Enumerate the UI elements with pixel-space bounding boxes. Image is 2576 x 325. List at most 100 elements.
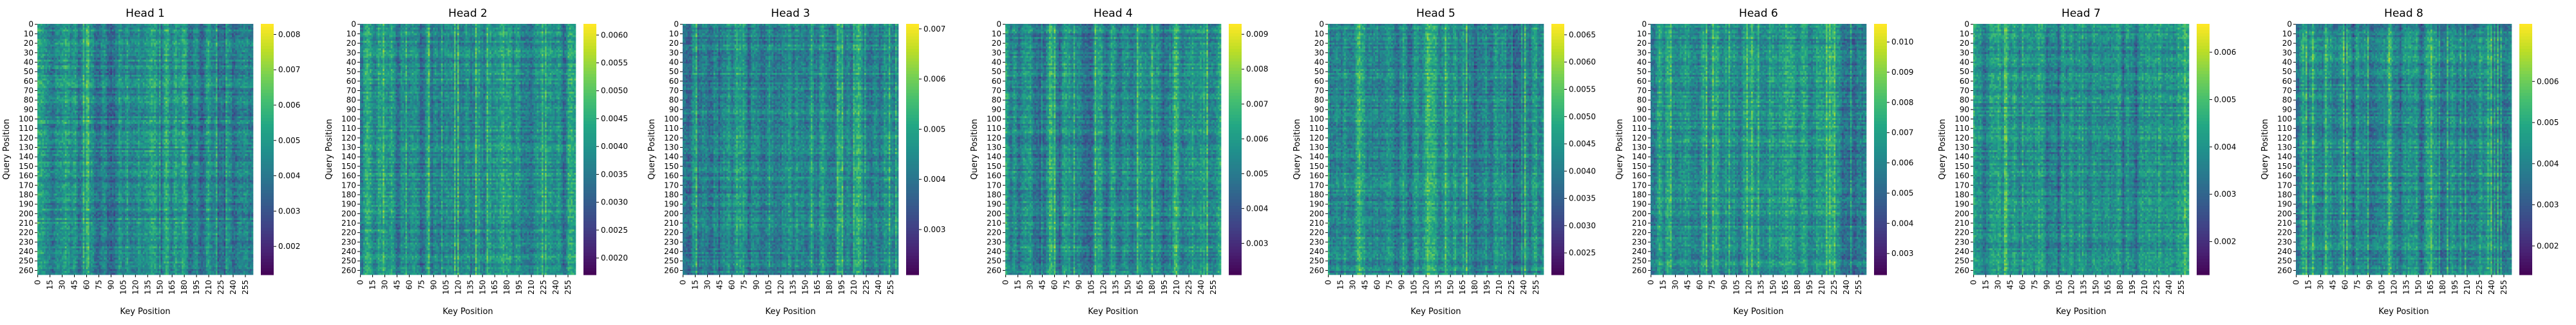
heatmap-cell	[164, 37, 166, 39]
heatmap-cell	[50, 35, 52, 37]
heatmap-cell	[243, 34, 245, 35]
heatmap-cell	[193, 35, 195, 37]
heatmap-cell	[167, 37, 169, 39]
heatmap-cell	[84, 26, 86, 28]
heatmap-cell	[194, 35, 196, 37]
heatmap-cell	[49, 35, 51, 37]
heatmap-cell	[115, 28, 117, 30]
heatmap-cell	[245, 34, 247, 35]
heatmap-cell	[204, 28, 206, 30]
heatmap-cell	[222, 34, 224, 35]
heatmap-cell	[57, 32, 59, 34]
heatmap-cell	[166, 32, 167, 34]
heatmap-cell	[154, 30, 156, 32]
heatmap-cell	[214, 30, 216, 32]
heatmap-cell	[207, 37, 209, 39]
heatmap-cell	[110, 30, 112, 32]
heatmap-cell	[37, 32, 39, 34]
heatmap-cell	[174, 32, 176, 34]
heatmap-cell	[117, 32, 118, 34]
heatmap-cell	[122, 32, 124, 34]
heatmap-cell	[94, 39, 96, 41]
heatmap-cell	[130, 37, 132, 39]
heatmap-cell	[160, 32, 162, 34]
heatmap-cell	[137, 34, 138, 35]
heatmap-cell	[207, 30, 209, 32]
heatmap-cell	[149, 39, 151, 41]
heatmap-cell	[99, 37, 101, 39]
heatmap-cell	[166, 26, 167, 28]
heatmap-cell	[172, 30, 174, 32]
heatmap-cell	[138, 28, 140, 30]
heatmap-cell	[175, 28, 177, 30]
heatmap-cell	[118, 30, 120, 32]
heatmap-cell	[84, 37, 86, 39]
heatmap-cell	[238, 35, 240, 37]
heatmap-cell	[184, 32, 185, 34]
heatmap-cell	[194, 32, 196, 34]
heatmap-cell	[225, 32, 227, 34]
heatmap-cell	[144, 30, 146, 32]
heatmap-cell	[190, 32, 192, 34]
heatmap-cell	[104, 35, 106, 37]
heatmap-cell	[68, 34, 70, 35]
heatmap-cell	[218, 30, 220, 32]
heatmap-cell	[243, 30, 245, 32]
heatmap-cell	[147, 30, 149, 32]
heatmap-cell	[157, 28, 159, 30]
heatmap-cell	[143, 32, 145, 34]
heatmap-cell	[93, 28, 95, 30]
heatmap-cell	[185, 39, 187, 41]
heatmap-cell	[248, 34, 250, 35]
heatmap-cell	[218, 24, 220, 26]
heatmap-cell	[156, 32, 158, 34]
heatmap-cell	[131, 24, 133, 26]
heatmap-cell	[225, 39, 227, 41]
heatmap-cell	[75, 32, 77, 34]
heatmap-cell	[206, 24, 208, 26]
heatmap-cell	[185, 34, 187, 35]
heatmap-cell	[250, 24, 252, 26]
heatmap-cell	[59, 39, 61, 41]
heatmap-cell	[97, 35, 99, 37]
heatmap-cell	[70, 37, 71, 39]
heatmap-cell	[222, 35, 224, 37]
heatmap-cell	[169, 30, 171, 32]
heatmap-cell	[151, 35, 153, 37]
heatmap-cell	[62, 24, 64, 26]
heatmap-cell	[135, 35, 137, 37]
heatmap-cell	[93, 39, 95, 41]
heatmap-cell	[216, 32, 218, 34]
heatmap-cell	[171, 24, 173, 26]
heatmap-cell	[143, 39, 145, 41]
heatmap-cell	[225, 35, 227, 37]
heatmap-cell	[164, 32, 166, 34]
heatmap-cell	[102, 32, 104, 34]
heatmap-cell	[207, 24, 209, 26]
heatmap-cell	[115, 34, 117, 35]
heatmap-cell	[214, 28, 216, 30]
heatmap-cell	[110, 28, 112, 30]
heatmap-cell	[240, 28, 242, 30]
heatmap-cell	[115, 30, 117, 32]
heatmap-cell	[138, 24, 140, 26]
heatmap-cell	[243, 26, 245, 28]
heatmap-cell	[224, 28, 226, 30]
heatmap-cell	[86, 24, 88, 26]
heatmap-cell	[39, 28, 41, 30]
heatmap-cell	[234, 24, 236, 26]
heatmap-cell	[188, 26, 190, 28]
heatmap-cell	[112, 41, 114, 43]
heatmap-cell	[156, 30, 158, 32]
heatmap-cell	[71, 35, 73, 37]
heatmap-cell	[81, 41, 83, 43]
heatmap-cell	[144, 39, 146, 41]
heatmap-cell	[204, 24, 206, 26]
heatmap-cell	[50, 39, 52, 41]
heatmap-cell	[185, 32, 187, 34]
heatmap-cell	[44, 24, 46, 26]
heatmap-cell	[188, 35, 190, 37]
heatmap-cell	[53, 41, 55, 43]
heatmap-cell	[75, 39, 77, 41]
